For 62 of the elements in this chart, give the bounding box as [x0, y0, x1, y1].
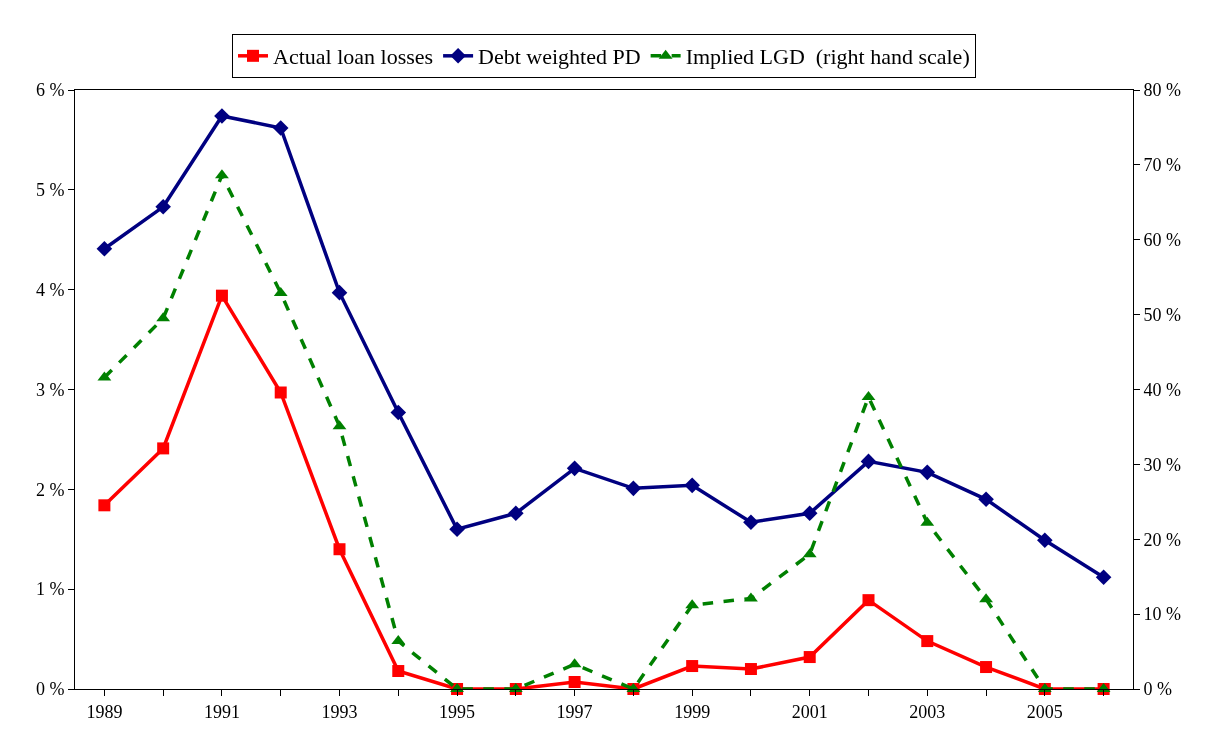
x-tick-label: 2003 — [909, 701, 946, 722]
y-tick-label: 1 % — [35, 579, 65, 600]
point — [980, 661, 993, 674]
y2-tick-label: 60 % — [1143, 230, 1182, 251]
point — [98, 499, 111, 512]
x-tick-label: 1999 — [674, 701, 711, 722]
x-tick-label: 1991 — [203, 701, 240, 722]
point — [1095, 569, 1112, 585]
point — [862, 594, 875, 607]
point — [215, 289, 228, 302]
x-tick-label: 1997 — [556, 701, 593, 722]
x-tick-label: 1989 — [86, 701, 123, 722]
point — [860, 453, 877, 470]
point — [214, 108, 230, 124]
point — [684, 477, 700, 494]
y2-tick-label: 30 % — [1143, 454, 1182, 475]
y2-tick-label: 50 % — [1143, 304, 1182, 325]
point — [155, 199, 171, 215]
point — [215, 169, 229, 179]
point — [686, 660, 699, 673]
y2-tick-label: 0 % — [1143, 679, 1173, 700]
point — [508, 505, 524, 522]
point — [331, 284, 348, 301]
y-tick-label: 2 % — [35, 479, 65, 500]
point — [392, 665, 405, 678]
legend-label: Actual loan losses — [273, 44, 434, 70]
point — [744, 592, 758, 602]
y2-tick-label: 80 % — [1143, 80, 1182, 101]
y-tick-label: 5 % — [35, 180, 65, 201]
point — [743, 514, 759, 531]
point — [801, 505, 818, 522]
x-tick-label: 2005 — [1026, 701, 1063, 722]
point — [803, 651, 816, 664]
point — [272, 120, 289, 136]
y2-tick-label: 10 % — [1143, 604, 1182, 625]
x-tick-label: 1995 — [439, 701, 476, 722]
point — [449, 521, 465, 538]
y2-tick-label: 40 % — [1143, 379, 1182, 400]
y2-tick-label: 20 % — [1143, 529, 1182, 550]
point — [96, 240, 113, 257]
point — [1037, 532, 1053, 549]
legend-label: Implied LGD (right hand scale) — [685, 44, 970, 70]
point — [333, 543, 346, 556]
point — [568, 676, 581, 689]
point — [157, 442, 170, 455]
point — [274, 386, 287, 399]
point — [978, 491, 994, 508]
point — [390, 404, 407, 421]
point — [919, 464, 936, 481]
point — [921, 635, 934, 648]
point — [625, 480, 642, 497]
y-tick-label: 0 % — [35, 679, 65, 700]
legend-label: Debt weighted PD — [478, 44, 641, 70]
x-tick-label: 1993 — [321, 701, 358, 722]
point — [566, 460, 583, 477]
y2-tick-label: 70 % — [1143, 155, 1182, 176]
y-tick-label: 4 % — [35, 279, 65, 300]
y-tick-label: 3 % — [35, 379, 65, 400]
point — [979, 593, 993, 603]
y-tick-label: 6 % — [35, 80, 65, 101]
x-tick-label: 2001 — [791, 701, 828, 722]
point — [744, 663, 757, 676]
